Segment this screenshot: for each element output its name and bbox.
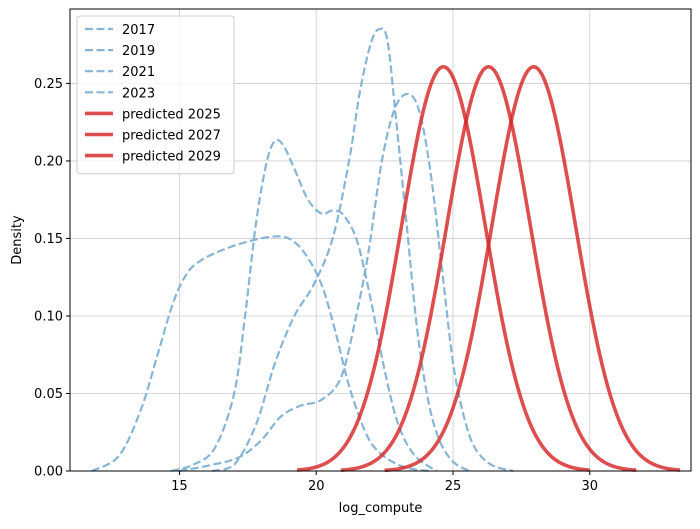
y-tick-label: 0.00	[34, 465, 63, 480]
legend-box	[76, 15, 235, 175]
y-tick-label: 0.05	[34, 387, 63, 402]
legend-label: 2019	[122, 44, 155, 59]
x-tick-label: 15	[171, 479, 188, 494]
legend-label: 2023	[122, 86, 155, 101]
series-lines	[91, 27, 681, 473]
series-line-2023	[179, 92, 514, 473]
legend-label: 2017	[122, 23, 155, 38]
legend-label: predicted 2029	[122, 150, 221, 165]
series-line-predicted-2029	[384, 64, 681, 473]
y-axis-label: Density	[10, 215, 25, 265]
axis-ticks: 15 20 25 30 0.00 0.05 0.10 0.15 0.20 0.25	[34, 77, 598, 494]
legend-label: 2021	[122, 65, 155, 80]
series-line-predicted-2027	[340, 64, 637, 472]
series-line-2017	[91, 235, 432, 473]
legend: 2017 2019 2021 2023 predicted 2025 predicted …	[76, 15, 235, 175]
series-line-2021	[211, 27, 470, 473]
x-axis-label: log_compute	[339, 501, 423, 516]
y-tick-label: 0.15	[34, 232, 63, 247]
series-line-predicted-2025	[296, 64, 590, 472]
y-tick-label: 0.20	[34, 154, 63, 169]
x-tick-label: 25	[445, 479, 462, 494]
x-tick-label: 20	[308, 479, 325, 494]
legend-label: predicted 2025	[122, 107, 221, 122]
series-line-2019	[170, 138, 438, 473]
plot-frame	[69, 8, 692, 472]
y-tick-label: 0.25	[34, 77, 63, 92]
legend-label: predicted 2027	[122, 129, 221, 144]
x-tick-label: 30	[582, 479, 599, 494]
y-tick-label: 0.10	[34, 309, 63, 324]
